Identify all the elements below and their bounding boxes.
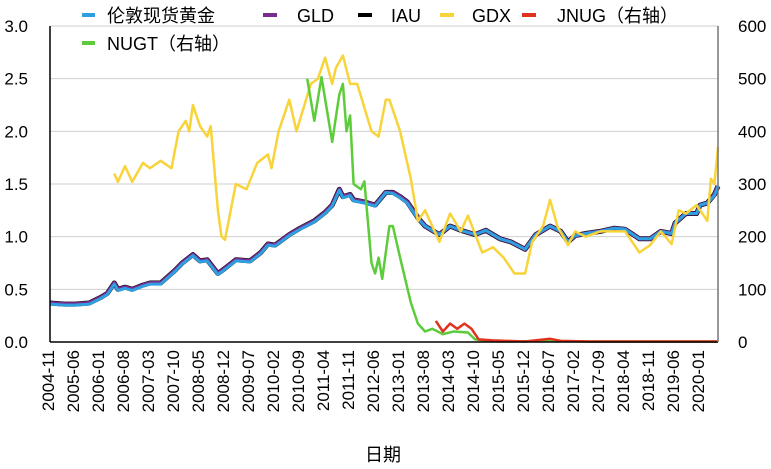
x-tick-label: 2016-07 (539, 350, 558, 412)
y-tick-label-left: 0.0 (4, 333, 28, 352)
x-tick-label: 2012-06 (364, 350, 383, 412)
legend-label: IAU (391, 6, 421, 26)
x-tick-label: 2011-11 (339, 350, 358, 410)
legend: 伦敦现货黄金 GLD IAU GDX JNUG（右轴） NUGT（右轴） (82, 6, 678, 54)
axes (49, 26, 719, 343)
legend-label: GLD (297, 6, 334, 26)
y-tick-label-left: 2.5 (4, 70, 28, 89)
y-tick-label-right: 300 (738, 175, 766, 194)
y-tick-label-right: 200 (738, 228, 766, 247)
x-tick-label: 2008-12 (214, 350, 233, 412)
x-tick-label: 2014-10 (464, 350, 483, 412)
grid (50, 25, 718, 290)
y-tick-label-right: 0 (738, 333, 747, 352)
x-tick-label: 2004-11 (39, 350, 58, 411)
series-line-london-gold (49, 185, 720, 307)
x-tick-label: 2013-01 (389, 350, 408, 412)
x-tick-label: 2010-02 (264, 350, 283, 412)
x-tick-label: 2020-01 (689, 350, 708, 412)
y-tick-label-right: 500 (738, 70, 766, 89)
legend-item-gld: GLD (263, 6, 334, 26)
y-tick-label-right: 100 (738, 280, 766, 299)
y-tick-label-left: 1.0 (4, 228, 28, 247)
series-line-jnug (434, 320, 718, 343)
x-tick-label: 2017-09 (589, 350, 608, 412)
x-tick-label: 2007-03 (139, 350, 158, 412)
x-tick-label: 2018-11 (639, 350, 658, 411)
series-line-iau (49, 185, 721, 307)
legend-item-iau: IAU (358, 6, 421, 26)
x-tick-label: 2007-10 (164, 350, 183, 412)
y-tick-label-left: 2.0 (4, 122, 28, 141)
x-tick-label: 2006-08 (114, 350, 133, 412)
x-tick-label: 2006-01 (89, 350, 108, 412)
x-tick-label: 2008-05 (189, 350, 208, 412)
series-line-nugt (305, 75, 718, 343)
x-tick-label: 2017-02 (564, 350, 583, 412)
series-lines (49, 54, 721, 343)
legend-label: 伦敦现货黄金 (107, 6, 215, 26)
x-axis-ticks: 2004-11 2005-06 2006-01 2006-08 2007-03 2007-… (39, 350, 708, 412)
x-tick-label: 2019-06 (664, 350, 683, 412)
series-line-gdx (113, 54, 720, 275)
x-tick-label: 2013-08 (414, 350, 433, 412)
x-tick-label: 2018-04 (614, 350, 633, 412)
y-tick-label-left: 3.0 (4, 17, 28, 36)
y-tick-label-left: 1.5 (4, 175, 28, 194)
x-tick-label: 2014-03 (439, 350, 458, 412)
x-tick-label: 2005-06 (64, 350, 83, 412)
y-tick-label-right: 600 (738, 17, 766, 36)
legend-label: GDX (472, 6, 511, 26)
x-axis-title: 日期 (365, 445, 401, 465)
y-axis-right-ticks: 0 100 200 300 400 500 600 (738, 17, 766, 352)
legend-item-jnug: JNUG（右轴） (522, 6, 678, 26)
legend-item-london-gold: 伦敦现货黄金 (82, 6, 215, 26)
legend-label: JNUG（右轴） (557, 6, 678, 26)
x-tick-label: 2015-05 (489, 350, 508, 412)
x-tick-label: 2015-12 (514, 350, 533, 412)
y-tick-label-right: 400 (738, 122, 766, 141)
series-line-gld (49, 185, 720, 307)
y-axis-left-ticks: 0.0 0.5 1.0 1.5 2.0 2.5 3.0 (4, 17, 28, 352)
x-tick-label: 2009-07 (239, 350, 258, 412)
legend-label: NUGT（右轴） (107, 34, 230, 54)
y-tick-label-left: 0.5 (4, 280, 28, 299)
legend-item-nugt: NUGT（右轴） (82, 34, 230, 54)
legend-item-gdx: GDX (440, 6, 511, 26)
x-tick-label: 2011-04 (314, 350, 333, 411)
x-tick-label: 2010-09 (289, 350, 308, 412)
